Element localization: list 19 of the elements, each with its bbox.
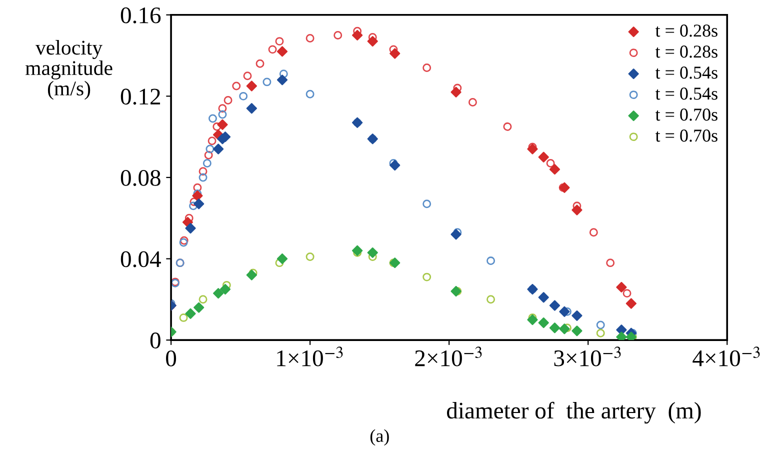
legend-label: t = 0.54s: [655, 88, 718, 100]
x-tick-label: 2×10$^{−3}$: [415, 346, 482, 366]
text: (a): [370, 429, 389, 446]
y-tick-label: 0.12: [120, 88, 160, 105]
x-tick-label: 3×10$^{−3}$: [554, 346, 621, 366]
legend-label: t = 0.70s: [655, 108, 718, 121]
y-tick-label: 0: [150, 332, 160, 348]
x-tick-label: 4×10$^{−3}$: [692, 346, 760, 366]
x-tick-label: 1×10$^{−3}$: [277, 346, 343, 366]
y-tick-label: 0.04: [120, 251, 161, 268]
legend-label: t = 0.54s: [655, 66, 718, 79]
y-tick-label: 0.08: [120, 170, 160, 186]
legend-label: t = 0.28s: [655, 46, 718, 58]
legend-label: t = 0.28s: [655, 24, 718, 37]
x-tick-label: 0: [166, 350, 176, 366]
y-tick-label: 0.16: [120, 7, 161, 24]
legend-label: t = 0.70s: [655, 130, 718, 142]
y-axis-title: velocity magnitude (m/s): [25, 40, 112, 100]
x-axis-title: diameter of the artery (m): [446, 402, 701, 424]
